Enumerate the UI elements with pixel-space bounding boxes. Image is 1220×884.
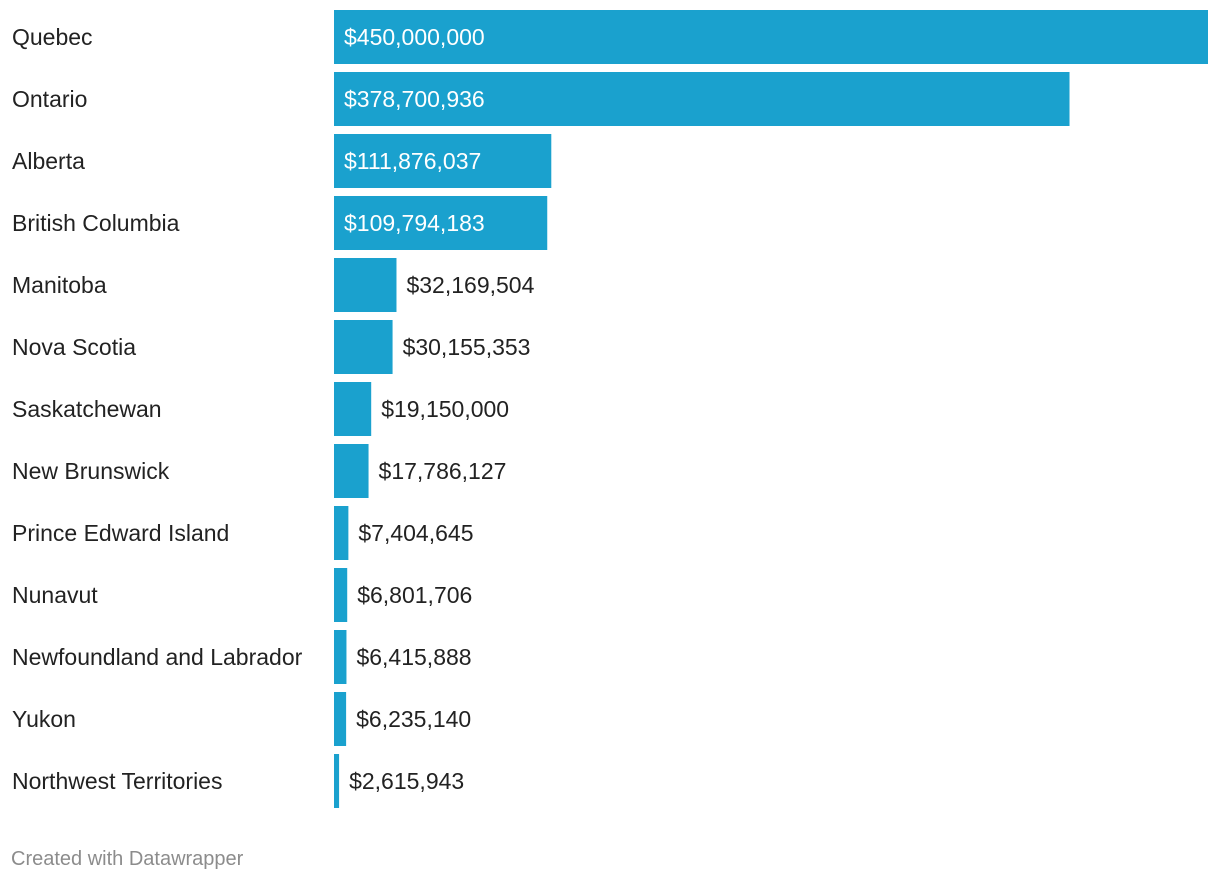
- bar: [334, 630, 347, 684]
- bar: [334, 72, 1070, 126]
- bar: [334, 320, 393, 374]
- value-label: $378,700,936: [344, 86, 485, 112]
- value-label: $32,169,504: [406, 272, 534, 298]
- category-label: Newfoundland and Labrador: [12, 644, 303, 670]
- category-label: Northwest Territories: [12, 768, 222, 794]
- value-label: $6,415,888: [356, 644, 471, 670]
- bar: [334, 506, 349, 560]
- category-label: New Brunswick: [12, 458, 170, 484]
- category-label: Quebec: [12, 24, 93, 50]
- value-label: $109,794,183: [344, 210, 485, 236]
- category-label: Nova Scotia: [12, 334, 136, 360]
- datawrapper-credit: Created with Datawrapper: [11, 848, 244, 870]
- bar: [334, 754, 340, 808]
- category-label: Prince Edward Island: [12, 520, 229, 546]
- bar: [334, 568, 348, 622]
- category-label: Saskatchewan: [12, 396, 162, 422]
- value-label: $6,235,140: [356, 706, 471, 732]
- value-label: $17,786,127: [379, 458, 507, 484]
- bar: [334, 134, 552, 188]
- bar-chart: Quebec $450,000,000 Ontario $378,700,936 Alb…: [12, 10, 1208, 808]
- value-label: $30,155,353: [403, 334, 531, 360]
- category-label: Alberta: [12, 148, 85, 174]
- value-label: $2,615,943: [349, 768, 464, 794]
- value-label: $6,801,706: [357, 582, 472, 608]
- category-label: Ontario: [12, 86, 87, 112]
- category-label: Nunavut: [12, 582, 98, 608]
- bar: [334, 10, 1208, 64]
- bar: [334, 382, 372, 436]
- category-label: British Columbia: [12, 210, 180, 236]
- category-label: Manitoba: [12, 272, 107, 298]
- bar: [334, 444, 369, 498]
- category-label: Yukon: [12, 706, 76, 732]
- value-label: $111,876,037: [344, 148, 481, 174]
- value-label: $19,150,000: [381, 396, 509, 422]
- value-label: $7,404,645: [358, 520, 473, 546]
- bar: [334, 258, 397, 312]
- value-label: $450,000,000: [344, 24, 485, 50]
- bar: [334, 196, 548, 250]
- bar: [334, 692, 347, 746]
